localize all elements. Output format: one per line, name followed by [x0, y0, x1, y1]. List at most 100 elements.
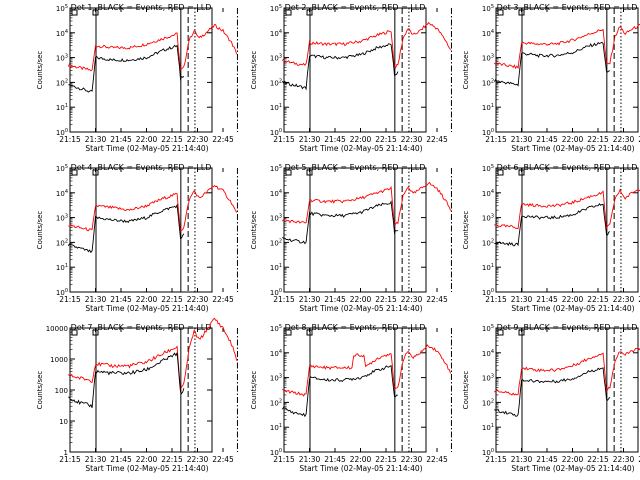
x-tick-label: 21:15 [273, 455, 295, 464]
y-tick-label: 102 [56, 238, 68, 247]
x-tick-label: 22:15 [587, 135, 609, 144]
chart-panel-7: Det 7, BLACK = Events, RED = LLD Counts/s… [36, 317, 238, 473]
x-tick-label: 21:45 [324, 455, 346, 464]
top-marker [497, 9, 504, 16]
plot-frame [69, 7, 213, 133]
y-tick-label: 102 [270, 398, 282, 407]
top-marker [92, 329, 99, 336]
x-tick-label: 22:45 [426, 135, 448, 144]
x-tick-label: 21:45 [110, 295, 132, 304]
y-tick-label: 105 [56, 164, 68, 173]
top-marker [518, 329, 525, 336]
y-tick-label: 105 [270, 324, 282, 333]
y-tick-label: 10 [59, 418, 68, 426]
x-tick-label: 21:15 [485, 455, 507, 464]
x-tick-label: 22:00 [562, 455, 584, 464]
x-tick-label: 22:30 [613, 135, 635, 144]
y-tick-label: 100 [56, 128, 68, 137]
y-tick-label: 1 [64, 449, 68, 457]
chart-panel-8: Det 8, BLACK = Events, RED = LLD Counts/s… [250, 323, 452, 473]
series-line-events-black [494, 367, 611, 417]
x-tick-label: 22:00 [350, 455, 372, 464]
top-marker [497, 329, 504, 336]
series-line-lld-red [281, 182, 452, 227]
x-tick-label: 22:15 [587, 295, 609, 304]
top-marker [306, 329, 313, 336]
x-tick-label: 22:45 [212, 455, 234, 464]
x-tick-label: 22:45 [212, 135, 234, 144]
x-tick-label: 22:30 [401, 135, 423, 144]
x-tick-label: 22:15 [375, 455, 397, 464]
y-tick-label: 104 [270, 349, 282, 358]
series-line-events-black [281, 43, 399, 91]
x-tick-label: 21:30 [85, 135, 107, 144]
x-axis-label: Start Time (02-May-05 21:14:40) [85, 464, 208, 473]
x-tick-label: 22:15 [161, 135, 183, 144]
x-tick-label: 22:30 [187, 455, 209, 464]
top-marker [306, 169, 313, 176]
y-axis-label: Counts/sec [462, 371, 470, 410]
x-tick-label: 22:15 [375, 295, 397, 304]
top-marker [92, 169, 99, 176]
x-tick-label: 21:30 [511, 455, 533, 464]
y-tick-label: 100 [482, 128, 494, 137]
y-tick-label: 102 [482, 398, 494, 407]
top-marker [518, 169, 525, 176]
x-tick-label: 22:15 [587, 455, 609, 464]
chart-panel-1: Det 1, BLACK = Events, RED = LLD Counts/s… [36, 3, 238, 153]
y-tick-label: 101 [56, 263, 68, 272]
plot-frame [283, 167, 427, 293]
y-tick-label: 104 [56, 29, 68, 38]
y-tick-label: 104 [482, 349, 494, 358]
y-tick-label: 103 [56, 54, 68, 63]
plot-frame [283, 7, 427, 133]
series-line-lld-red [67, 24, 238, 72]
top-marker [306, 9, 313, 16]
y-axis-label: Counts/sec [462, 51, 470, 90]
chart-title: Det 5, BLACK = Events, RED = LLD [285, 163, 426, 172]
x-axis-label: Start Time (02-May-05 21:14:40) [85, 144, 208, 153]
x-tick-label: 22:45 [638, 455, 640, 464]
x-tick-label: 22:00 [562, 135, 584, 144]
x-axis-label: Start Time (02-May-05 21:14:40) [299, 304, 422, 313]
series-line-events-black [68, 352, 185, 408]
y-tick-label: 103 [482, 374, 494, 383]
x-axis-label: Start Time (02-May-05 21:14:40) [511, 144, 634, 153]
top-marker [497, 169, 504, 176]
y-axis-label: Counts/sec [36, 211, 44, 250]
y-tick-label: 101 [482, 423, 494, 432]
y-tick-label: 100 [482, 448, 494, 457]
x-axis-label: Start Time (02-May-05 21:14:40) [299, 144, 422, 153]
x-tick-label: 22:45 [638, 295, 640, 304]
series-line-events-black [67, 203, 185, 254]
y-tick-label: 102 [270, 78, 282, 87]
top-marker [92, 9, 99, 16]
y-tick-label: 100 [56, 288, 68, 297]
series-line-lld-red [67, 317, 238, 391]
y-axis-label: Counts/sec [250, 51, 258, 90]
y-tick-label: 101 [482, 103, 494, 112]
chart-title: Det 9, BLACK = Events, RED = LLD [497, 323, 638, 332]
x-tick-label: 21:30 [299, 295, 321, 304]
chart-title: Det 6, BLACK = Events, RED = LLD [497, 163, 638, 172]
x-tick-label: 21:15 [273, 295, 295, 304]
y-tick-label: 102 [482, 238, 494, 247]
series-line-events-black [494, 203, 611, 247]
x-tick-label: 22:30 [187, 295, 209, 304]
x-tick-label: 22:45 [426, 455, 448, 464]
x-axis-label: Start Time (02-May-05 21:14:40) [85, 304, 208, 313]
series-line-lld-red [281, 21, 451, 69]
y-tick-label: 101 [270, 103, 282, 112]
chart-panel-2: Det 2, BLACK = Events, RED = LLD Counts/s… [250, 3, 452, 153]
x-tick-label: 22:45 [212, 295, 234, 304]
chart-title: Det 4, BLACK = Events, RED = LLD [71, 163, 212, 172]
plot-frame [495, 167, 639, 293]
x-tick-label: 22:30 [613, 295, 635, 304]
series-line-lld-red [493, 24, 640, 70]
x-tick-label: 21:45 [536, 295, 558, 304]
series-line-lld-red [494, 188, 640, 230]
y-tick-label: 103 [56, 214, 68, 223]
x-tick-label: 22:30 [401, 455, 423, 464]
x-tick-label: 22:30 [613, 455, 635, 464]
y-tick-label: 105 [270, 4, 282, 13]
